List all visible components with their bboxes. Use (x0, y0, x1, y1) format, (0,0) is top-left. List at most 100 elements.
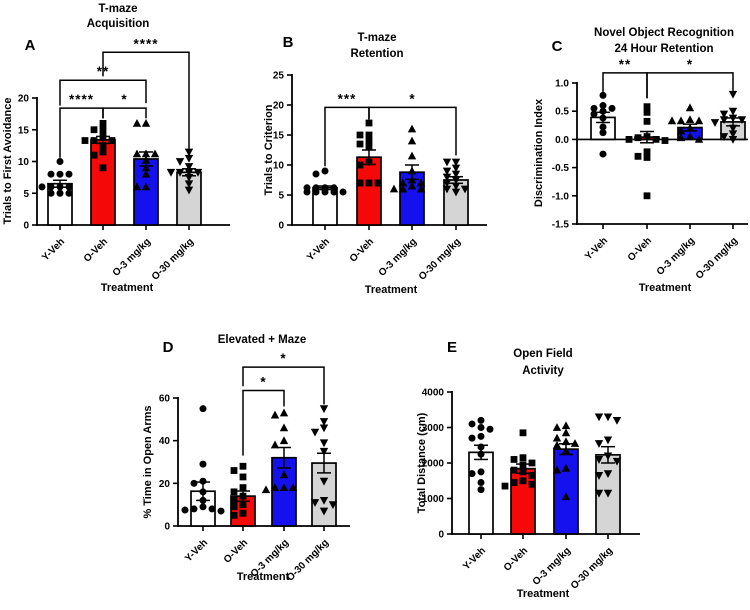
panel-C-x-tick-label: Y-Veh (583, 235, 610, 262)
panel-A-x-tick-label: O-30 mg/kg (150, 236, 196, 282)
points-C-O-3 mg/kg (667, 103, 704, 143)
panel-D-x-tick-label: O-30 mg/kg (285, 537, 331, 583)
data-point (594, 472, 604, 480)
data-point (99, 120, 107, 127)
data-point (603, 452, 613, 461)
data-point (477, 424, 485, 431)
panel-D-y-tick-label: 20 (159, 479, 171, 490)
panel-A-y-axis-label: Trials to First Avoidance (2, 98, 14, 225)
data-point (56, 189, 64, 197)
panel-E-title-line1: Open Field (513, 348, 572, 360)
data-point (270, 440, 280, 449)
data-point (451, 164, 461, 173)
data-point (181, 506, 189, 514)
data-point (643, 103, 651, 111)
panel-C-title-line2: 24 Hour Retention (614, 43, 713, 55)
data-point (552, 440, 562, 449)
data-point (561, 437, 571, 446)
data-point (528, 472, 536, 479)
data-point (486, 425, 494, 433)
sig-bracket-B-2 (368, 106, 457, 156)
data-point (416, 178, 426, 187)
panel-A-y-tick-label: 10 (18, 157, 30, 168)
panel-E-y-tick-label: 1000 (422, 494, 445, 505)
data-point (694, 116, 704, 125)
data-point (208, 505, 216, 513)
sig-bracket-A-4 (102, 51, 190, 149)
data-point (184, 186, 194, 195)
data-point (643, 108, 651, 116)
panel-E-x-tick-label: O-Veh (502, 545, 530, 573)
data-point (442, 173, 452, 182)
panel-C-y-tick-label: 1.0 (555, 79, 569, 90)
data-point (90, 151, 98, 159)
data-point (477, 479, 485, 487)
data-point (99, 148, 107, 156)
data-point (634, 134, 642, 142)
panel-B-title-line2: Retention (350, 48, 403, 60)
data-point (365, 179, 373, 187)
data-point (365, 119, 373, 127)
data-point (594, 413, 604, 422)
data-point (239, 484, 247, 491)
data-point (99, 126, 107, 134)
data-point (199, 503, 207, 511)
data-point (270, 483, 280, 491)
data-point (510, 466, 518, 474)
points-E-Y-Veh (468, 416, 494, 494)
panel-B-y-tick-label: 5 (278, 191, 284, 202)
panel-C-y-axis-label: Discrimination Index (533, 98, 545, 207)
bar-D-O-3 mg/kg (271, 456, 297, 527)
data-point (599, 123, 607, 131)
data-point (594, 456, 604, 464)
data-point (737, 116, 747, 125)
data-point (519, 477, 527, 485)
data-point (501, 482, 509, 490)
data-point (328, 501, 338, 510)
data-point (599, 129, 607, 137)
data-point (184, 163, 194, 171)
data-point (398, 178, 408, 187)
panel-B-y-axis-label: Trials to Criterion (263, 104, 275, 195)
data-point (47, 170, 55, 178)
panel-E-x-tick-label: Y-Veh (461, 545, 488, 572)
data-point (56, 170, 64, 178)
data-point (319, 477, 329, 486)
data-point (599, 107, 607, 115)
data-point (477, 468, 485, 476)
data-point (590, 104, 598, 112)
data-point (356, 179, 364, 187)
data-point (193, 168, 203, 177)
data-point (239, 501, 247, 509)
data-point (132, 182, 142, 191)
panel-A-x-tick-label: O-3 mg/kg (111, 236, 153, 278)
data-point (166, 168, 176, 177)
data-point (230, 503, 238, 511)
data-point (728, 90, 738, 99)
data-point (477, 450, 485, 458)
data-point (728, 124, 738, 133)
data-point (468, 470, 476, 478)
data-point (339, 188, 347, 196)
data-point (416, 184, 426, 193)
data-point (321, 167, 329, 175)
data-point (279, 436, 289, 445)
data-point (477, 432, 485, 440)
panel-A-title-line1: T-maze (99, 3, 138, 15)
panel-D-x-tick-label: O-Veh (222, 537, 250, 565)
data-point (389, 184, 399, 193)
panel-B: T-maze Retention B 0 5 10 15 20 25 Trials to Crit… (263, 32, 487, 296)
panel-C-y-tick-label: -0.5 (552, 163, 570, 174)
data-point (365, 158, 373, 166)
data-point (230, 488, 238, 496)
data-point (728, 114, 738, 123)
data-point (477, 416, 485, 424)
data-point (81, 137, 89, 144)
points-B-O-3 mg/kg (389, 124, 426, 193)
data-point (634, 152, 642, 160)
data-point (190, 505, 198, 513)
panel-D-x-axis-label: Treatment (237, 571, 290, 583)
data-point (47, 183, 55, 191)
data-point (599, 114, 607, 122)
data-point (184, 180, 194, 189)
